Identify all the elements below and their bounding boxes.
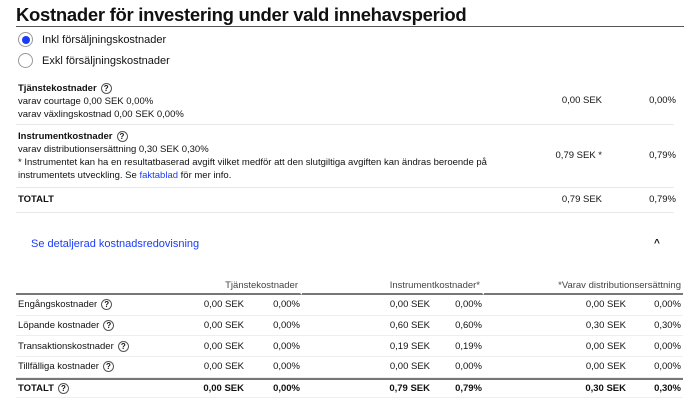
table-row: Löpande kostnader? 0,00 SEK 0,00% 0,60 SEK 0… <box>16 316 683 337</box>
cell-value: 0,00% <box>432 295 484 316</box>
title-divider <box>16 26 684 27</box>
note-text: * Instrumentet kan ha en resultatbaserad… <box>18 157 487 181</box>
cell-value: 0,00% <box>432 357 484 378</box>
section-heading: Tjänstekostnader <box>18 83 97 94</box>
cell-value: 0,00 SEK <box>186 295 246 316</box>
row-label-text: TOTALT <box>18 383 54 395</box>
table-row: Transaktionskostnader? 0,00 SEK 0,00% 0,19 … <box>16 336 683 358</box>
cell-value: 0,00 SEK <box>186 357 246 378</box>
row-label-text: Tillfälliga kostnader <box>18 361 99 373</box>
help-icon[interactable]: ? <box>116 130 128 142</box>
chevron-up-icon[interactable]: ^ <box>654 238 660 249</box>
service-pct: 0,00% <box>649 95 676 106</box>
cell-value: 0,79 SEK <box>302 377 432 399</box>
section-heading: Instrumentkostnader <box>18 131 113 142</box>
cell-value: 0,30% <box>628 316 683 337</box>
help-icon[interactable]: ? <box>103 320 115 332</box>
cell-value: 0,00% <box>628 357 683 378</box>
courtage-line: varav courtage 0,00 SEK 0,00% <box>18 96 154 107</box>
distribution-line: varav distributionsersättning 0,30 SEK 0… <box>18 144 209 155</box>
total-pct: 0,79% <box>649 194 676 205</box>
service-amount: 0,00 SEK <box>561 95 602 106</box>
cell-value: 0,00% <box>246 295 302 316</box>
instrument-pct: 0,79% <box>649 150 676 161</box>
help-icon[interactable]: ? <box>101 299 113 311</box>
row-label: Löpande kostnader? <box>16 316 186 337</box>
table-total-row: TOTALT? 0,00 SEK 0,00% 0,79 SEK 0,79% 0,30 SE… <box>16 377 683 399</box>
row-label-text: Engångskostnader <box>18 299 98 311</box>
divider <box>16 187 674 188</box>
cell-value: 0,00% <box>246 316 302 337</box>
cell-value: 0,19% <box>432 336 484 358</box>
radio-unselected-icon[interactable] <box>18 53 33 68</box>
cell-value: 0,60 SEK <box>302 316 432 337</box>
help-icon[interactable]: ? <box>102 361 114 373</box>
row-label-text: Transaktionskostnader <box>18 340 114 352</box>
total-row: TOTALT 0,79 SEK 0,79% <box>18 194 676 205</box>
header-service: Tjänstekostnader <box>186 278 302 295</box>
cell-value: 0,00 SEK <box>186 316 246 337</box>
cell-value: 0,00% <box>246 336 302 358</box>
cell-value: 0,79% <box>432 377 484 399</box>
radio-label: Inkl försäljningskostnader <box>42 33 167 46</box>
cell-value: 0,00% <box>246 357 302 378</box>
row-label-text: Löpande kostnader <box>18 320 100 332</box>
cell-value: 0,00 SEK <box>302 295 432 316</box>
header-empty <box>16 278 186 295</box>
cell-value: 0,60% <box>432 316 484 337</box>
cell-value: 0,00 SEK <box>302 357 432 378</box>
detailed-costs-table: Tjänstekostnader Instrumentkostnader* *V… <box>16 278 683 399</box>
radio-selected-icon[interactable] <box>18 32 33 47</box>
cell-value: 0,30% <box>628 377 683 399</box>
cell-value: 0,00% <box>628 295 683 316</box>
divider <box>16 212 674 213</box>
header-instrument: Instrumentkostnader* <box>302 278 484 295</box>
radio-inkl[interactable]: Inkl försäljningskostnader <box>18 32 166 47</box>
cell-value: 0,00 SEK <box>186 336 246 358</box>
cell-value: 0,00 SEK <box>186 377 246 399</box>
cell-value: 0,30 SEK <box>484 377 628 399</box>
note-text: för mer info. <box>178 170 232 181</box>
table-row: Engångskostnader? 0,00 SEK 0,00% 0,00 SEK 0,… <box>16 295 683 316</box>
cell-value: 0,30 SEK <box>484 316 628 337</box>
divider <box>16 124 674 125</box>
instrument-note: * Instrumentet kan ha en resultatbaserad… <box>18 156 518 182</box>
cell-value: 0,00% <box>628 336 683 358</box>
instrument-costs-section: Instrumentkostnader? varav distributions… <box>18 130 676 182</box>
row-label: Tillfälliga kostnader? <box>16 357 186 378</box>
cell-value: 0,00 SEK <box>484 357 628 378</box>
service-costs-section: Tjänstekostnader? varav courtage 0,00 SE… <box>18 82 676 121</box>
radio-label: Exkl försäljningskostnader <box>42 54 170 67</box>
help-icon[interactable]: ? <box>117 340 129 352</box>
row-label: Engångskostnader? <box>16 295 186 316</box>
exchange-line: varav växlingskostnad 0,00 SEK 0,00% <box>18 109 184 120</box>
page-title: Kostnader för investering under vald inn… <box>16 4 467 25</box>
help-icon[interactable]: ? <box>57 383 69 395</box>
radio-exkl[interactable]: Exkl försäljningskostnader <box>18 53 170 68</box>
header-distribution: *Varav distributionsersättning <box>484 278 683 295</box>
table-row: Tillfälliga kostnader? 0,00 SEK 0,00% 0,00 … <box>16 357 683 378</box>
cell-value: 0,00 SEK <box>484 336 628 358</box>
row-label: TOTALT? <box>16 377 186 399</box>
cell-value: 0,00% <box>246 377 302 399</box>
total-amount: 0,79 SEK <box>561 194 602 205</box>
help-icon[interactable]: ? <box>100 82 112 94</box>
row-label: Transaktionskostnader? <box>16 336 186 358</box>
instrument-amount: 0,79 SEK * <box>555 150 602 161</box>
faktablad-link[interactable]: faktablad <box>139 170 179 181</box>
total-label: TOTALT <box>18 194 54 205</box>
cell-value: 0,00 SEK <box>484 295 628 316</box>
detailed-costs-toggle[interactable]: Se detaljerad kostnadsredovisning <box>31 238 200 250</box>
cell-value: 0,19 SEK <box>302 336 432 358</box>
